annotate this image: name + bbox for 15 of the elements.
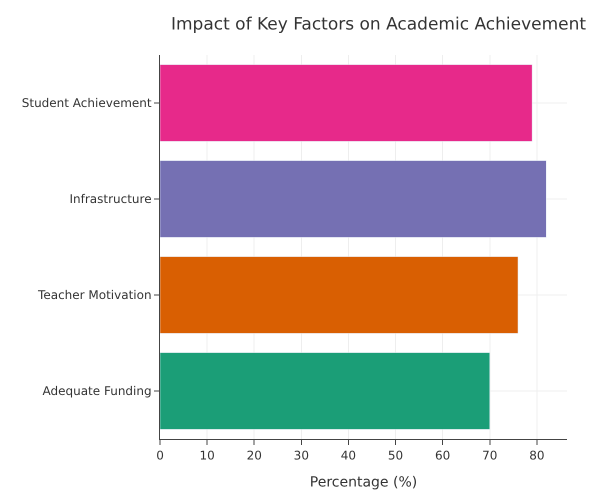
x-tick-label: 10 (199, 448, 215, 462)
y-tick-label: Student Achievement (22, 96, 152, 110)
y-tick-label: Adequate Funding (42, 384, 152, 398)
x-tick-label: 80 (529, 448, 544, 462)
y-tick-label: Infrastructure (69, 192, 152, 206)
x-tick-label: 40 (340, 448, 356, 462)
x-tick-label: 20 (246, 448, 262, 462)
x-tick-label: 60 (435, 448, 450, 462)
x-tick-label: 50 (388, 448, 404, 462)
y-tick-label: Teacher Motivation (37, 288, 152, 302)
x-tick-label: 0 (156, 448, 164, 462)
x-tick-label: 70 (482, 448, 498, 462)
chart-title: Impact of Key Factors on Academic Achievement (170, 14, 586, 34)
x-tick-label: 30 (294, 448, 309, 462)
x-axis-title: Percentage (%) (310, 474, 418, 491)
